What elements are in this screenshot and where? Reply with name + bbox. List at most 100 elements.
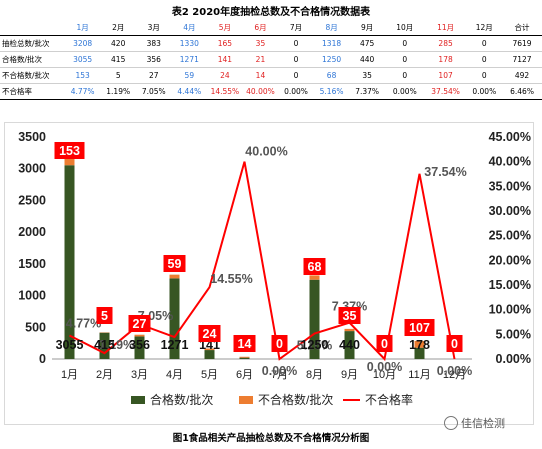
rate-data-label: 5.16%	[297, 339, 332, 353]
table-cell: 35	[242, 35, 279, 52]
table-cell: 1250	[313, 51, 350, 68]
fail-label-box	[233, 335, 256, 352]
table-cell: 356	[135, 51, 172, 68]
table-cell: 7.05%	[135, 83, 172, 100]
table-cell: 141	[207, 51, 243, 68]
bar-pass	[204, 350, 215, 359]
table-cell: 1318	[313, 35, 350, 52]
table-cell: 440	[349, 51, 385, 68]
fail-data-label: 153	[59, 144, 80, 158]
y-right-tick-label: 20.00%	[489, 253, 531, 267]
table-cell: 35	[349, 67, 385, 84]
y-right-tick-label: 35.00%	[489, 179, 531, 193]
table-cell: 0	[384, 67, 425, 84]
rate-data-label: 1.19%	[99, 338, 134, 352]
rate-data-label: 0.00%	[367, 360, 402, 374]
table-title: 表2 2020年度抽检总数及不合格情况数据表	[171, 7, 371, 18]
watermark-text: 佳信检测	[461, 417, 505, 430]
x-tick-label: 12月	[443, 369, 466, 381]
fail-data-label: 68	[308, 260, 322, 274]
table-cell: 0	[278, 51, 314, 68]
table-header-month: 5月	[207, 20, 243, 36]
bar-pass	[344, 331, 355, 359]
pass-data-label: 178	[409, 338, 430, 352]
y-left-tick-label: 1500	[18, 257, 46, 271]
bar-fail	[344, 328, 355, 332]
fail-label-box	[303, 258, 326, 275]
table-cell: 27	[135, 67, 172, 84]
table-cell: 5	[100, 67, 136, 84]
y-left-tick-label: 3500	[18, 130, 46, 144]
rate-line	[69, 161, 456, 362]
fail-label-box	[96, 307, 113, 324]
table-cell: 3208	[64, 35, 101, 52]
table-header-month: 1月	[64, 20, 101, 36]
table-cell: 285	[424, 35, 467, 52]
table-cell: 0.00%	[278, 83, 314, 100]
table-cell: 0.00%	[466, 83, 503, 100]
table-cell: 59	[171, 67, 208, 84]
table-row-label: 不合格数/批次	[0, 67, 65, 84]
fail-label-box	[404, 319, 435, 336]
y-right-tick-label: 45.00%	[489, 130, 531, 144]
table-cell: 3055	[64, 51, 101, 68]
y-left-tick-label: 1000	[18, 289, 46, 303]
table-cell-total: 6.46%	[502, 83, 542, 100]
x-tick-label: 10月	[373, 369, 396, 381]
x-tick-label: 9月	[341, 369, 358, 381]
table-row: 不合格数/批次 153 5 27 59 24 14 0 68 35 0 107 0 492	[0, 67, 542, 84]
table-cell: 475	[349, 35, 385, 52]
y-right-tick-label: 10.00%	[489, 303, 531, 317]
rate-data-label: 40.00%	[245, 145, 287, 159]
table-cell: 107	[424, 67, 467, 84]
fail-label-box	[446, 335, 463, 352]
bar-fail	[169, 274, 180, 279]
table-cell: 4.44%	[171, 83, 208, 100]
bar-fail	[239, 356, 250, 358]
y-right-tick-label: 25.00%	[489, 229, 531, 243]
combo-chart: 05001000150020002500300035000.00%5.00%10…	[18, 130, 531, 407]
table-cell: 4.77%	[64, 83, 101, 100]
table-cell: 14.55%	[207, 83, 243, 100]
y-right-tick-label: 0.00%	[496, 352, 531, 366]
bar-fail	[134, 334, 145, 337]
bar-fail	[204, 348, 215, 351]
watermark: 佳信检测	[444, 415, 505, 431]
rate-data-label: 14.55%	[210, 272, 252, 286]
table-header-month: 6月	[242, 20, 279, 36]
table-row: 合格数/批次 3055 415 356 1271 141 21 0 1250 440 0 178 0 71…	[0, 51, 542, 68]
y-right-tick-label: 40.00%	[489, 155, 531, 169]
bar-pass	[169, 278, 180, 359]
table-cell: 37.54%	[424, 83, 467, 100]
bar-pass	[64, 165, 75, 359]
y-right-tick-label: 30.00%	[489, 204, 531, 218]
legend-swatch-fail	[239, 396, 253, 404]
fail-data-label: 24	[203, 327, 217, 341]
table-row-label: 抽检总数/批次	[0, 35, 65, 52]
x-tick-label: 6月	[236, 369, 253, 381]
fail-data-label: 5	[101, 309, 108, 323]
rate-data-label: 37.54%	[424, 165, 466, 179]
legend-label-pass: 合格数/批次	[150, 392, 213, 407]
table-cell-total: 7619	[502, 35, 542, 52]
x-tick-label: 3月	[131, 369, 148, 381]
table-header-month: 3月	[135, 20, 172, 36]
table-cell: 1271	[171, 51, 208, 68]
fail-label-box	[338, 307, 361, 324]
bar-pass	[309, 279, 320, 359]
y-left-tick-label: 0	[39, 352, 46, 366]
fail-data-label: 0	[451, 337, 458, 351]
rate-data-label: 0.00%	[437, 364, 472, 378]
table-header-month: 11月	[424, 20, 467, 36]
table-cell: 14	[242, 67, 279, 84]
table-cell: 0	[384, 35, 425, 52]
x-tick-label: 2月	[96, 369, 113, 381]
legend-swatch-pass	[131, 396, 145, 404]
table-cell: 0	[466, 35, 503, 52]
table-header-month: 7月	[278, 20, 314, 36]
x-tick-label: 11月	[408, 369, 430, 381]
wechat-logo-icon	[444, 416, 458, 430]
table-row: 抽检总数/批次 3208 420 383 1330 165 35 0 1318 475 0 285 0 7…	[0, 35, 542, 52]
bar-pass	[414, 347, 425, 359]
table-cell: 153	[64, 67, 101, 84]
